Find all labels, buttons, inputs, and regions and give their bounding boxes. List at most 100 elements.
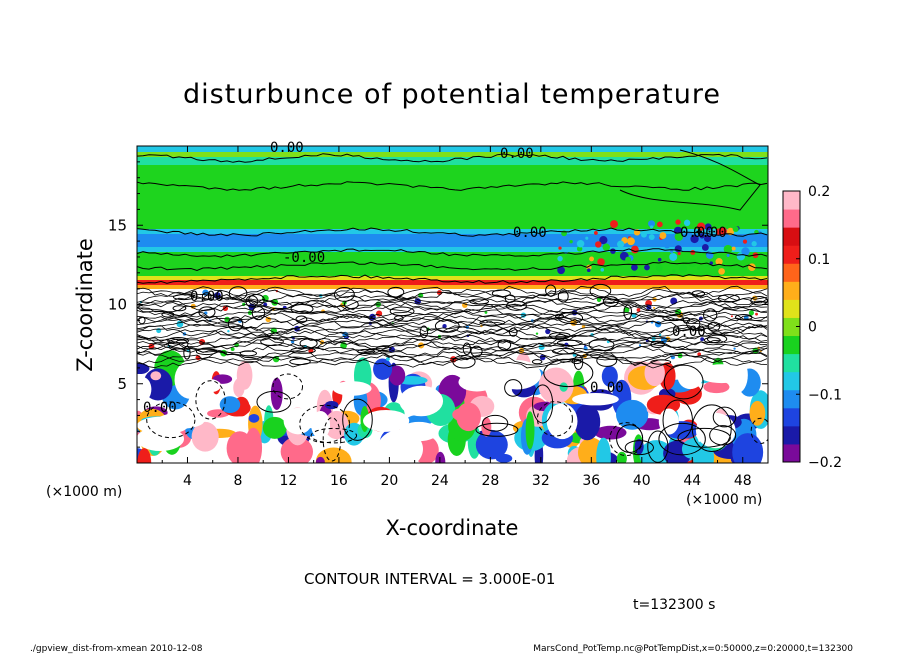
field-cell [137, 448, 152, 463]
field-cell [576, 239, 585, 248]
contour-line [137, 329, 768, 342]
field-cell [730, 315, 733, 318]
field-cell [701, 244, 709, 251]
contour-loop [750, 295, 768, 306]
contour-line [137, 317, 768, 330]
contour-line [137, 181, 768, 191]
field-cell [696, 222, 706, 231]
contour-line [137, 296, 768, 309]
field-cell [585, 236, 589, 240]
contour-loop [290, 347, 316, 354]
field-cell [475, 429, 508, 460]
contour-loop [260, 337, 284, 346]
contour-loop [706, 334, 728, 344]
contour-label: 0.00 [500, 146, 534, 162]
contour-line [137, 340, 768, 353]
colorbar-labels: 0.2 0.1 0 −0.1 −0.2 [796, 184, 842, 471]
contour-loop [248, 294, 265, 306]
field-cell [648, 220, 656, 228]
field-cell [538, 367, 574, 404]
field-cell [718, 268, 725, 275]
field-cell [596, 297, 602, 303]
field-cell [594, 231, 598, 235]
contour-label: 0.00 [513, 225, 547, 241]
contour-loop [555, 313, 565, 320]
field-cell [657, 257, 662, 262]
x-axis: 4 8 12 16 20 24 28 32 36 40 44 48 [161, 146, 752, 489]
field-cell [280, 436, 313, 463]
contour-line [137, 334, 768, 348]
field-cell [610, 220, 618, 229]
contour-loop [505, 300, 527, 311]
field-cell [675, 219, 681, 225]
field-cell [557, 255, 563, 262]
contour-loop [167, 336, 189, 345]
contour-loop [195, 380, 226, 420]
field-cell [731, 246, 736, 251]
field-cell [690, 250, 696, 255]
contour-label: 0.00 [672, 324, 706, 340]
contour-loop [310, 427, 358, 444]
contour-loop [491, 289, 511, 298]
contour-loop [556, 339, 583, 347]
contour-loop [375, 345, 392, 352]
field-cell [525, 411, 535, 450]
contour-loop [531, 359, 543, 365]
contour-loop [462, 342, 472, 356]
contour-loop [549, 332, 571, 340]
x-tick-label: 20 [380, 473, 398, 489]
field-cell [631, 263, 638, 271]
colorbar-tick-label: −0.2 [808, 455, 842, 471]
time-label: t=132300 s [633, 597, 715, 613]
field-cell [596, 437, 611, 463]
x-tick-label: 32 [532, 473, 550, 489]
field-cell [442, 324, 447, 329]
chart-title: disturbunce of potential temperature [183, 79, 721, 110]
field-cell [697, 352, 701, 356]
colorbar-swatch [783, 443, 800, 463]
contour-line [137, 356, 768, 369]
contour-loop [536, 401, 573, 437]
contour-loop [198, 306, 216, 318]
contour-line [137, 350, 768, 364]
colorbar-swatch [783, 353, 800, 373]
x-tick-label: 12 [280, 473, 298, 489]
contour-line [137, 227, 768, 237]
contour-loop [691, 290, 706, 298]
colorbar-swatch [783, 317, 800, 337]
contour-loop [589, 283, 612, 298]
colorbar-swatch [783, 227, 800, 246]
contour-loop [545, 284, 557, 297]
field-cell [699, 233, 705, 239]
contour-loop [475, 422, 519, 437]
field-cell [558, 246, 562, 250]
contour-line [137, 293, 768, 306]
field-cell [653, 306, 656, 309]
field-cell [311, 411, 331, 439]
contour-loop [482, 414, 509, 432]
field-cell [589, 256, 595, 262]
field-cell [683, 219, 691, 227]
contour-loop [419, 325, 429, 339]
plot-area [137, 146, 768, 463]
field-cell [718, 226, 727, 236]
x-tick-label: 48 [734, 473, 752, 489]
contour-loop [342, 398, 373, 441]
field-cell [741, 247, 750, 256]
contour-loop [551, 347, 576, 355]
contour-label: 0.00 [693, 225, 727, 241]
colorbar [782, 190, 801, 463]
field-cell [742, 239, 748, 244]
field-cell [546, 403, 578, 440]
contour-loop [558, 312, 584, 324]
colorbar-swatch [783, 371, 800, 391]
field-cell [748, 310, 754, 316]
colorbar-tick-label: −0.1 [808, 387, 842, 403]
contour-loop [663, 364, 704, 400]
contour-labels: 0.00 0.000.00-0.000.000.000.000.000.000.0… [143, 140, 727, 416]
contour-line [137, 337, 768, 350]
field-cell [636, 308, 641, 312]
contour-loop [434, 319, 460, 333]
contour-line [619, 149, 761, 211]
field-cell [732, 433, 764, 463]
